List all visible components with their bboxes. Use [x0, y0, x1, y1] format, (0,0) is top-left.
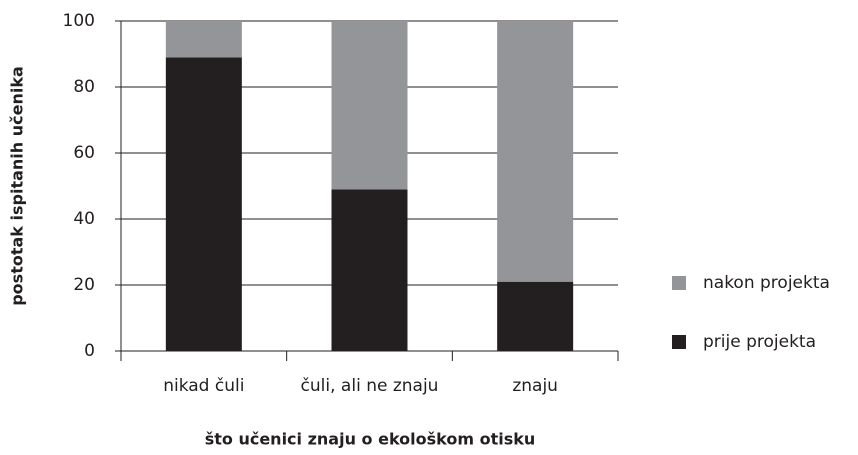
bar-segment	[331, 189, 408, 351]
x-tick-label: čuli, ali ne znaju	[301, 376, 439, 396]
y-axis-label: postotak ispitanih učenika	[8, 66, 27, 306]
legend-label: prije projekta	[703, 332, 816, 352]
y-tick-label: 0	[84, 341, 95, 361]
y-tick-label: 40	[73, 209, 95, 229]
bar-segment	[165, 57, 242, 352]
bar-segment	[497, 21, 574, 282]
x-tick-label: znaju	[512, 376, 558, 396]
bar-segment	[165, 21, 242, 58]
y-tick-label: 20	[73, 275, 95, 295]
y-tick-label: 80	[73, 77, 95, 97]
legend-label: nakon projekta	[703, 273, 830, 293]
x-axis-label: što učenici znaju o ekološkom otisku	[205, 430, 536, 449]
bar-segment	[497, 281, 574, 351]
y-tick-label: 100	[63, 11, 95, 31]
x-tick-label: nikad čuli	[163, 376, 244, 396]
legend-swatch	[672, 335, 686, 349]
bar-segment	[331, 21, 408, 190]
y-tick-label: 60	[73, 143, 95, 163]
legend-swatch	[672, 276, 686, 290]
